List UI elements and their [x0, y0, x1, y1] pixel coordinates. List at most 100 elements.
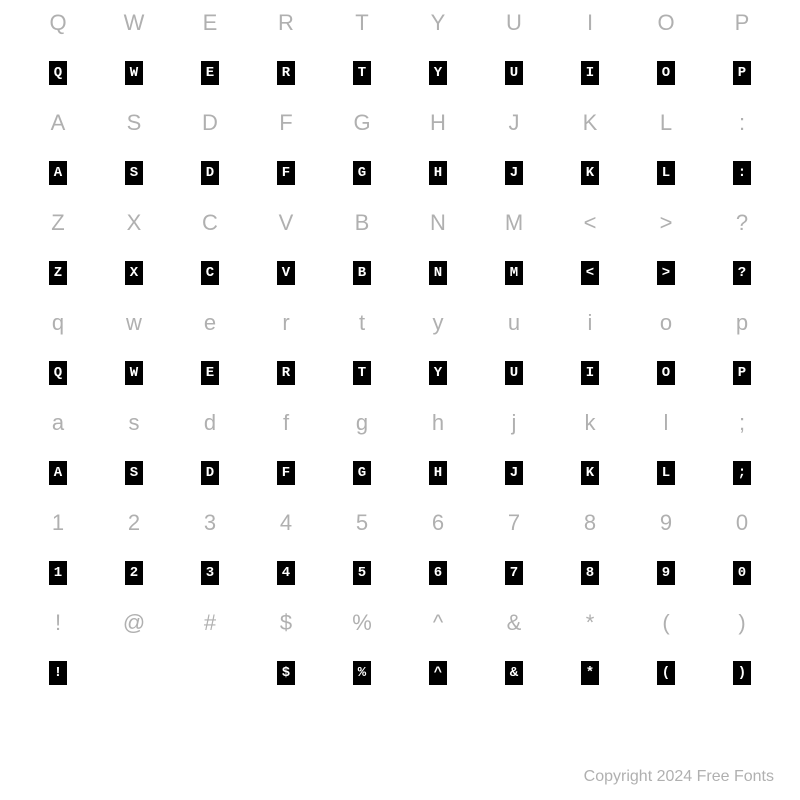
reference-char: M — [505, 210, 523, 236]
glyph-char: E — [201, 61, 219, 85]
reference-cell: N — [400, 200, 476, 246]
reference-cell: y — [400, 300, 476, 346]
reference-char: s — [129, 410, 140, 436]
glyph-cell: J — [476, 150, 552, 196]
glyph-char: $ — [277, 661, 295, 685]
reference-cell: q — [20, 300, 96, 346]
reference-char: < — [584, 210, 597, 236]
reference-cell: W — [96, 0, 172, 46]
glyph-char: 1 — [49, 561, 67, 585]
reference-cell: C — [172, 200, 248, 246]
reference-char: ! — [55, 610, 61, 636]
reference-char: 8 — [584, 510, 596, 536]
reference-cell: j — [476, 400, 552, 446]
glyph-cell: W — [96, 50, 172, 96]
reference-char: P — [735, 10, 750, 36]
reference-char: K — [583, 110, 598, 136]
reference-char: S — [127, 110, 142, 136]
glyph-char: F — [277, 461, 295, 485]
reference-char: q — [52, 310, 64, 336]
glyph-cell: Z — [20, 250, 96, 296]
reference-cell: t — [324, 300, 400, 346]
reference-cell: H — [400, 100, 476, 146]
glyph-char: R — [277, 61, 295, 85]
glyph-cell: W — [96, 350, 172, 396]
reference-cell: d — [172, 400, 248, 446]
glyph-char: ? — [733, 261, 751, 285]
reference-cell: o — [628, 300, 704, 346]
glyph-cell: < — [552, 250, 628, 296]
glyph-cell: T — [324, 350, 400, 396]
reference-cell: I — [552, 0, 628, 46]
glyph-char: 4 — [277, 561, 295, 585]
reference-char: o — [660, 310, 672, 336]
glyph-cell: F — [248, 450, 324, 496]
glyph-char: G — [353, 461, 371, 485]
reference-char: # — [204, 610, 216, 636]
reference-char: h — [432, 410, 444, 436]
glyph-char: T — [353, 361, 371, 385]
reference-cell: 4 — [248, 500, 324, 546]
reference-char: D — [202, 110, 218, 136]
reference-cell: D — [172, 100, 248, 146]
glyph-cell: D — [172, 150, 248, 196]
reference-cell: 5 — [324, 500, 400, 546]
glyph-cell: : — [704, 150, 780, 196]
reference-char: N — [430, 210, 446, 236]
glyph-char: ! — [49, 661, 67, 685]
reference-cell: 7 — [476, 500, 552, 546]
glyph-char: & — [505, 661, 523, 685]
reference-cell: J — [476, 100, 552, 146]
reference-char: ; — [739, 410, 745, 436]
reference-cell: V — [248, 200, 324, 246]
reference-char: $ — [280, 610, 292, 636]
font-specimen-grid: QWERTYUIOPQWERTYUIOPASDFGHJKL:ASDFGHJKL:… — [0, 0, 800, 696]
reference-cell: * — [552, 600, 628, 646]
reference-cell: O — [628, 0, 704, 46]
glyph-cell: 8 — [552, 550, 628, 596]
glyph-cell: 9 — [628, 550, 704, 596]
glyph-cell: 5 — [324, 550, 400, 596]
glyph-char: A — [49, 461, 67, 485]
glyph-char: Z — [49, 261, 67, 285]
reference-cell: # — [172, 600, 248, 646]
glyph-cell: Y — [400, 50, 476, 96]
glyph-char: S — [125, 461, 143, 485]
reference-char: I — [587, 10, 593, 36]
glyph-char: 8 — [581, 561, 599, 585]
reference-cell: h — [400, 400, 476, 446]
glyph-char: X — [125, 261, 143, 285]
reference-cell: g — [324, 400, 400, 446]
glyph-char: N — [429, 261, 447, 285]
glyph-char: E — [201, 361, 219, 385]
glyph-cell: A — [20, 450, 96, 496]
glyph-cell: E — [172, 50, 248, 96]
reference-char: Q — [49, 10, 66, 36]
reference-char: ? — [736, 210, 748, 236]
glyph-char: D — [201, 161, 219, 185]
reference-cell: k — [552, 400, 628, 446]
reference-char: p — [736, 310, 748, 336]
glyph-char: J — [505, 461, 523, 485]
reference-cell: : — [704, 100, 780, 146]
glyph-char: H — [429, 461, 447, 485]
glyph-char: L — [657, 161, 675, 185]
glyph-char: P — [733, 361, 751, 385]
reference-cell: M — [476, 200, 552, 246]
glyph-cell: N — [400, 250, 476, 296]
glyph-cell: O — [628, 50, 704, 96]
reference-char: T — [355, 10, 368, 36]
glyph-cell: & — [476, 650, 552, 696]
glyph-char: T — [353, 61, 371, 85]
glyph-cell: 4 — [248, 550, 324, 596]
glyph-cell: ! — [20, 650, 96, 696]
reference-cell: R — [248, 0, 324, 46]
reference-char: e — [204, 310, 216, 336]
reference-char: 7 — [508, 510, 520, 536]
reference-cell: a — [20, 400, 96, 446]
glyph-cell: 6 — [400, 550, 476, 596]
reference-cell: B — [324, 200, 400, 246]
reference-char: d — [204, 410, 216, 436]
glyph-char: 0 — [733, 561, 751, 585]
reference-cell: ) — [704, 600, 780, 646]
